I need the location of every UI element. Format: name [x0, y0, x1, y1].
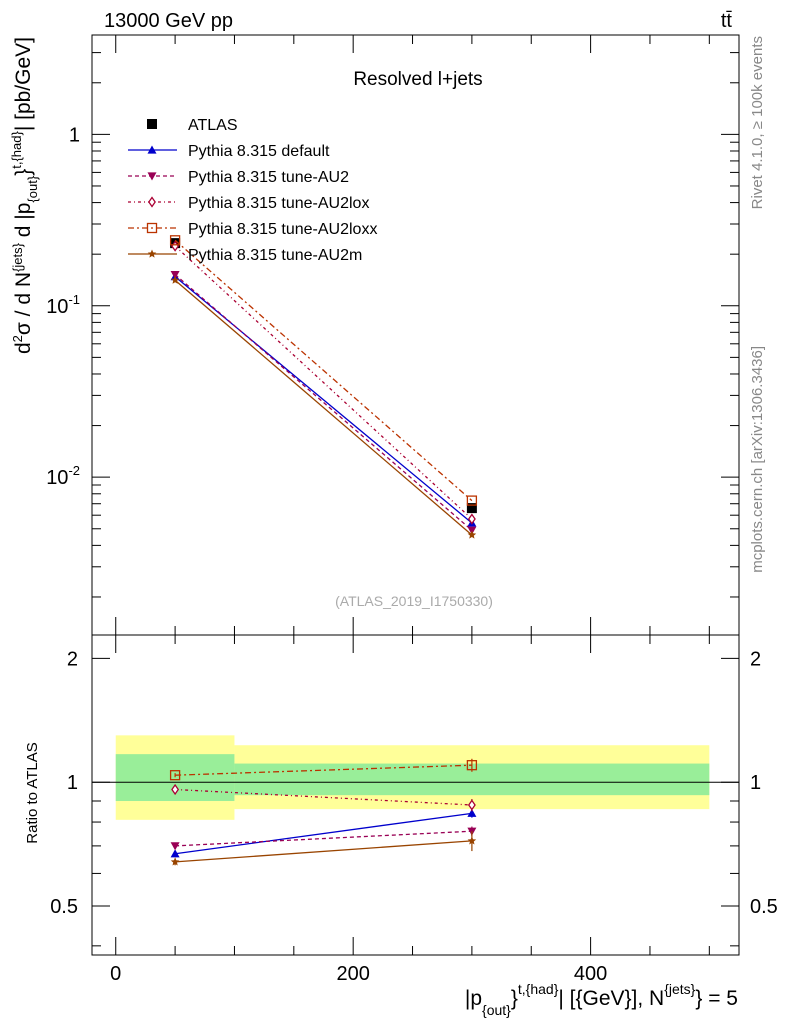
- ratio-line: [175, 840, 472, 863]
- data-point: [170, 275, 180, 284]
- ratio-point: [467, 836, 477, 845]
- ratio-point: [170, 849, 180, 858]
- ratio-y-tick-label: 0.5: [50, 896, 78, 918]
- ratio-line: [175, 812, 472, 855]
- y-tick-label: 10-2: [46, 463, 80, 489]
- legend-entry: Pythia 8.315 tune-AU2lox: [128, 195, 369, 212]
- ratio-y-tick-label: 2: [67, 648, 78, 670]
- legend-entry: Pythia 8.315 default: [128, 143, 330, 160]
- ratio-y-tick-label-right: 1: [750, 772, 761, 794]
- data-point: [467, 513, 476, 525]
- ratio-point: [170, 842, 180, 851]
- main-panel: 1 10-1 10-2 d2σ / d N{jets} d |p{out}}t,{ha…: [9, 34, 740, 636]
- ratio-line: [175, 830, 472, 847]
- mcplots-label: mcplots.cern.ch [arXiv:1306.3436]: [749, 346, 766, 573]
- legend-entry: ATLAS: [147, 117, 238, 134]
- legend-marker: [147, 249, 157, 258]
- legend-marker: [147, 145, 157, 154]
- legend-marker: [148, 196, 156, 208]
- data-point: [466, 495, 478, 506]
- legend-label: Pythia 8.315 tune-AU2m: [188, 247, 362, 264]
- series-pythia-8-315-tune-au2m: [170, 275, 477, 539]
- ratio-plot-frame: [91, 634, 740, 956]
- beam-label: 13000 GeV pp: [104, 10, 233, 32]
- series-line: [174, 274, 473, 531]
- series-line: [174, 239, 473, 502]
- x-tick-label: 200: [336, 963, 369, 985]
- y-tick-label: 10-1: [46, 292, 80, 318]
- legend: ATLAS Pythia 8.315 default Pythia 8.315 tu…: [128, 117, 377, 264]
- x-tick-label: 0: [110, 963, 121, 985]
- legend-label: Pythia 8.315 default: [188, 143, 330, 160]
- ratio-line: [175, 764, 472, 776]
- ratio-series-pythia-8-315-tune-au2loxx: [169, 758, 478, 781]
- data-point: [466, 503, 477, 514]
- data-point: [170, 271, 180, 280]
- legend-label: Pythia 8.315 tune-AU2lox: [188, 195, 369, 212]
- x-tick-label: 400: [574, 963, 607, 985]
- ratio-series-pythia-8-315-tune-au2: [170, 826, 477, 851]
- rivet-version-label: Rivet 4.1.0, ≥ 100k events: [749, 36, 766, 209]
- series-line: [174, 245, 473, 520]
- ratio-series-pythia-8-315-tune-au2m: [170, 831, 477, 866]
- ratio-y-tick-label-right: 0.5: [750, 896, 778, 918]
- ratio-series-pythia-8-315-tune-au2lox: [171, 783, 476, 812]
- legend-entry: Pythia 8.315 tune-AU2m: [128, 247, 362, 264]
- ratio-y-tick-label: 1: [67, 772, 78, 794]
- ratio-panel: 0.5 0.5 1 1 2 2 0 200 400|p{out}}t,{had}| [{GeV}…: [50, 634, 778, 1018]
- legend-marker: [147, 172, 157, 181]
- ratio-point: [169, 770, 181, 781]
- series-line: [174, 279, 473, 536]
- legend-label: ATLAS: [188, 117, 238, 134]
- x-axis-label: |p{out}}t,{had}| [{GeV}], N{jets}} = 5: [465, 981, 738, 1018]
- legend-marker: [146, 222, 158, 234]
- y-tick-label: 1: [69, 124, 80, 146]
- chart-title: Resolved l+jets: [353, 69, 482, 90]
- ratio-point: [170, 857, 180, 866]
- process-label: tt̄: [721, 10, 733, 32]
- analysis-tag: (ATLAS_2019_I1750330): [335, 593, 493, 609]
- ratio-y-axis-label: Ratio to ATLAS: [24, 742, 41, 843]
- ratio-point: [467, 799, 476, 811]
- ratio-point: [466, 760, 478, 771]
- legend-marker: [147, 119, 157, 129]
- series-pythia-8-315-tune-au2lox: [171, 240, 476, 525]
- main-y-ticks: [92, 35, 739, 635]
- ratio-y-tick-label-right: 2: [750, 648, 761, 670]
- main-y-axis-label: d2σ / d N{jets} d |p{out}}t,{had}| [pb/G…: [9, 37, 40, 354]
- data-point: [169, 235, 181, 246]
- series-atlas: [170, 238, 477, 514]
- series-pythia-8-315-default: [170, 272, 477, 527]
- legend-entry: Pythia 8.315 tune-AU2: [128, 169, 349, 186]
- series-pythia-8-315-tune-au2loxx: [169, 235, 478, 506]
- legend-label: Pythia 8.315 tune-AU2loxx: [188, 221, 377, 238]
- ratio-point: [171, 783, 180, 796]
- ratio-point: [467, 808, 477, 817]
- ratio-ticks: [92, 635, 739, 955]
- legend-entry: Pythia 8.315 tune-AU2loxx: [128, 221, 377, 238]
- legend-label: Pythia 8.315 tune-AU2: [188, 169, 349, 186]
- data-point: [467, 530, 477, 539]
